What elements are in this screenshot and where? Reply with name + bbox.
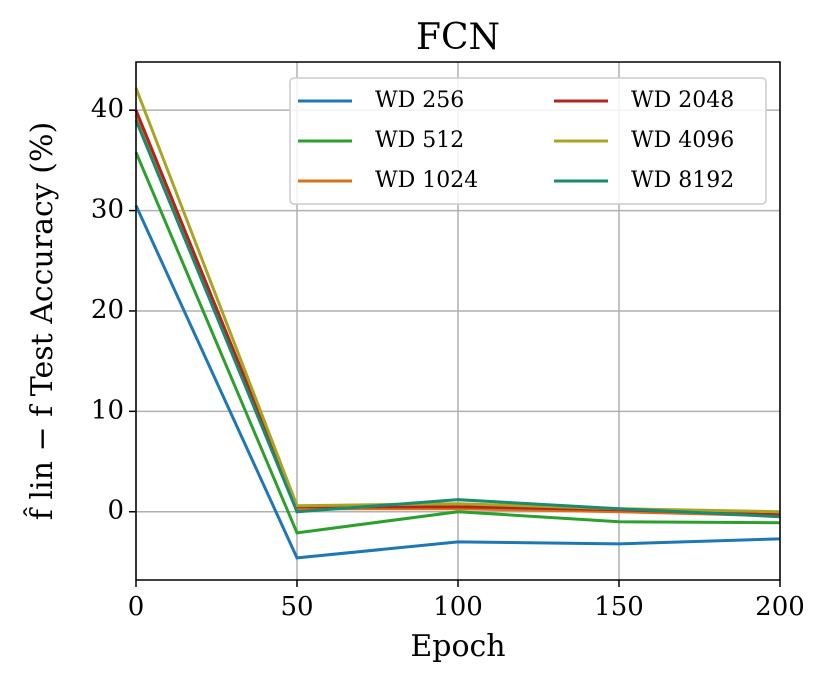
chart-title: FCN — [416, 17, 500, 58]
y-axis-label: f̂ lin − f Test Accuracy (%) — [23, 122, 60, 520]
legend-label: WD 256 — [375, 88, 464, 113]
x-tick-label: 50 — [280, 592, 313, 622]
legend-label: WD 2048 — [631, 88, 734, 113]
y-tick-label: 40 — [91, 94, 124, 124]
series-line — [134, 151, 781, 535]
legend-label: WD 4096 — [631, 128, 734, 153]
series-line — [134, 204, 781, 560]
x-tick-label: 0 — [128, 592, 145, 622]
legend-label: WD 512 — [375, 128, 464, 153]
legend-label: WD 1024 — [375, 168, 478, 193]
legend-label: WD 8192 — [631, 168, 734, 193]
x-axis-label: Epoch — [410, 629, 505, 664]
series-line — [134, 119, 781, 519]
x-tick-label: 200 — [755, 592, 805, 622]
x-tick-label: 100 — [433, 592, 483, 622]
y-tick-label: 10 — [91, 395, 124, 425]
series-line — [134, 87, 781, 514]
legend-box — [289, 77, 767, 205]
plot-frame — [135, 61, 781, 581]
legend: WD 256 WD 512 WD 1024 WD 2048 WD 4096 WD 8192 — [289, 77, 767, 205]
y-tick-label: 0 — [107, 496, 124, 526]
x-tick-label: 150 — [594, 592, 644, 622]
y-tick-label: 30 — [91, 195, 124, 225]
y-tick-label: 20 — [91, 295, 124, 325]
